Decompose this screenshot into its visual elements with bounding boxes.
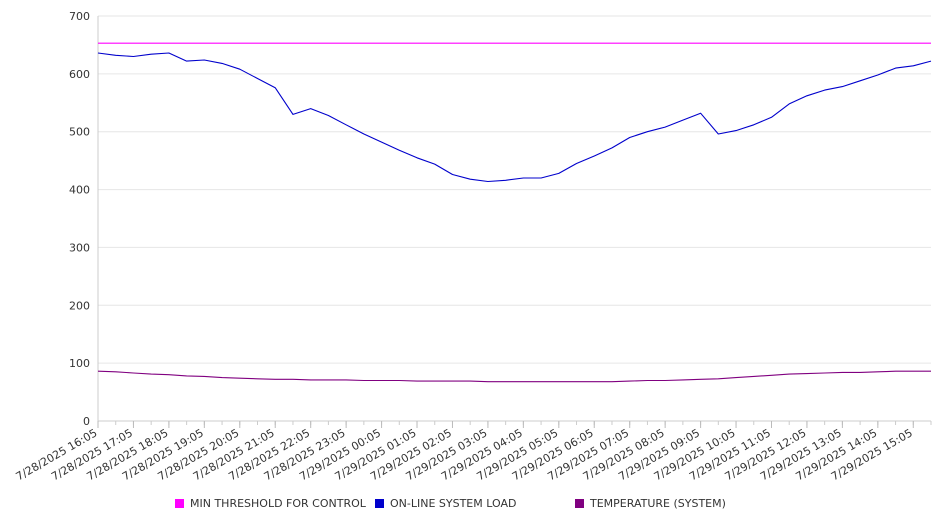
axes (97, 16, 932, 428)
legend-label-temperature: TEMPERATURE (SYSTEM) (590, 497, 726, 510)
legend: MIN THRESHOLD FOR CONTROL ON-LINE SYSTEM… (0, 497, 946, 517)
y-tick-label: 100 (69, 357, 90, 370)
legend-swatch-system-load (375, 499, 384, 508)
series-line-on-line-system-load (97, 52, 932, 183)
y-tick-label: 400 (69, 184, 90, 197)
y-tick-label: 700 (69, 10, 90, 23)
series-line-temperature-system (97, 370, 931, 383)
legend-label-min-threshold: MIN THRESHOLD FOR CONTROL (190, 497, 366, 510)
legend-item-min-threshold[interactable]: MIN THRESHOLD FOR CONTROL (175, 497, 366, 510)
legend-swatch-min-threshold (175, 499, 184, 508)
legend-item-temperature[interactable]: TEMPERATURE (SYSTEM) (575, 497, 726, 510)
series-lines (97, 42, 932, 383)
legend-swatch-temperature (575, 499, 584, 508)
gridlines (98, 15, 931, 364)
legend-item-system-load[interactable]: ON-LINE SYSTEM LOAD (375, 497, 516, 510)
x-tick-labels: 7/28/2025 16:057/28/2025 17:057/28/2025 … (14, 426, 915, 483)
y-tick-label: 0 (83, 415, 90, 428)
legend-label-system-load: ON-LINE SYSTEM LOAD (390, 497, 517, 510)
y-tick-label: 200 (69, 299, 90, 312)
y-tick-label: 500 (69, 126, 90, 139)
y-tick-labels: 0 100 200 300 400 500 600 700 (69, 10, 90, 428)
y-tick-label: 600 (69, 68, 90, 81)
y-tick-label: 300 (69, 241, 90, 254)
